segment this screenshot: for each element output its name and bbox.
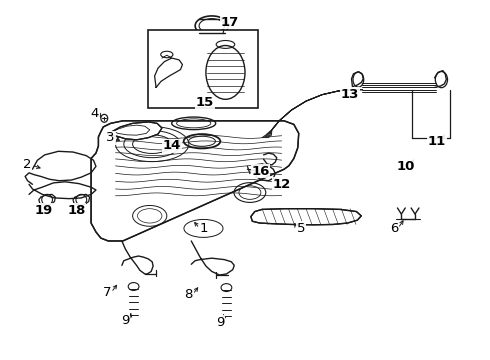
Text: 19: 19 (35, 204, 53, 217)
Bar (148, 30, 258, 108)
Text: 7: 7 (103, 286, 111, 299)
Text: 2: 2 (24, 158, 32, 171)
Polygon shape (108, 122, 162, 140)
Text: 10: 10 (396, 160, 415, 173)
Polygon shape (251, 209, 361, 225)
Ellipse shape (206, 45, 245, 99)
Text: 3: 3 (106, 131, 115, 144)
Text: 5: 5 (297, 222, 305, 235)
Text: 8: 8 (185, 288, 193, 301)
Text: 9: 9 (217, 315, 225, 329)
Text: 11: 11 (428, 135, 446, 148)
Text: 12: 12 (272, 178, 291, 191)
Text: 9: 9 (121, 314, 129, 328)
Text: 17: 17 (220, 16, 239, 29)
Text: 18: 18 (67, 204, 86, 217)
Text: 1: 1 (199, 222, 208, 235)
Text: 15: 15 (196, 96, 214, 109)
Polygon shape (91, 121, 299, 241)
Text: 6: 6 (390, 222, 398, 235)
Text: 14: 14 (163, 139, 181, 152)
Text: 13: 13 (341, 88, 359, 101)
Text: 16: 16 (251, 165, 270, 177)
Text: 4: 4 (91, 107, 99, 120)
